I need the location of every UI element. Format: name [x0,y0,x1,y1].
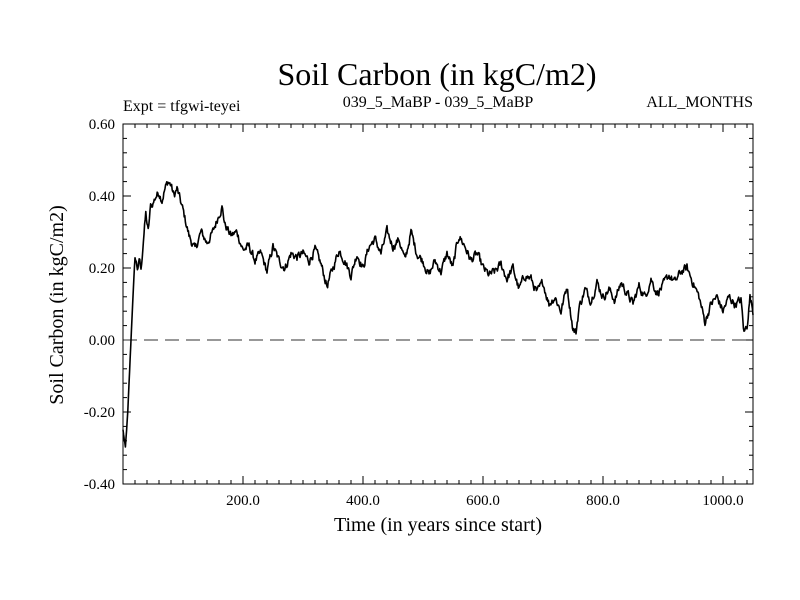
x-axis-ticks [134,124,748,484]
y-tick-label: 0.00 [89,333,115,349]
experiment-label: Expt = tfgwi-teyei [123,98,241,115]
x-tick-label: 800.0 [586,493,620,509]
soil-carbon-series-line [122,180,754,448]
y-tick-label: -0.20 [84,405,115,421]
x-axis-label: Time (in years since start) [334,514,542,536]
plot-frame [122,123,754,485]
x-tick-label: 200.0 [226,493,260,509]
y-axis-tick-labels: -0.40 -0.20 0.00 0.20 0.40 0.60 [84,117,115,493]
y-axis-label: Soil Carbon (in kgC/m2) [46,205,68,404]
y-tick-label: 0.20 [89,261,115,277]
x-axis-tick-labels: 200.0 400.0 600.0 800.0 1000.0 [226,493,744,509]
period-label: 039_5_MaBP - 039_5_MaBP [343,94,534,111]
y-axis-ticks [123,137,753,471]
chart-title: Soil Carbon (in kgC/m2) [277,56,596,92]
x-tick-label: 600.0 [466,493,500,509]
y-tick-label: 0.40 [89,189,115,205]
y-tick-label: -0.40 [84,477,115,493]
x-tick-label: 1000.0 [702,493,743,509]
y-tick-label: 0.60 [89,117,115,133]
x-tick-label: 400.0 [346,493,380,509]
months-label: ALL_MONTHS [646,94,753,111]
